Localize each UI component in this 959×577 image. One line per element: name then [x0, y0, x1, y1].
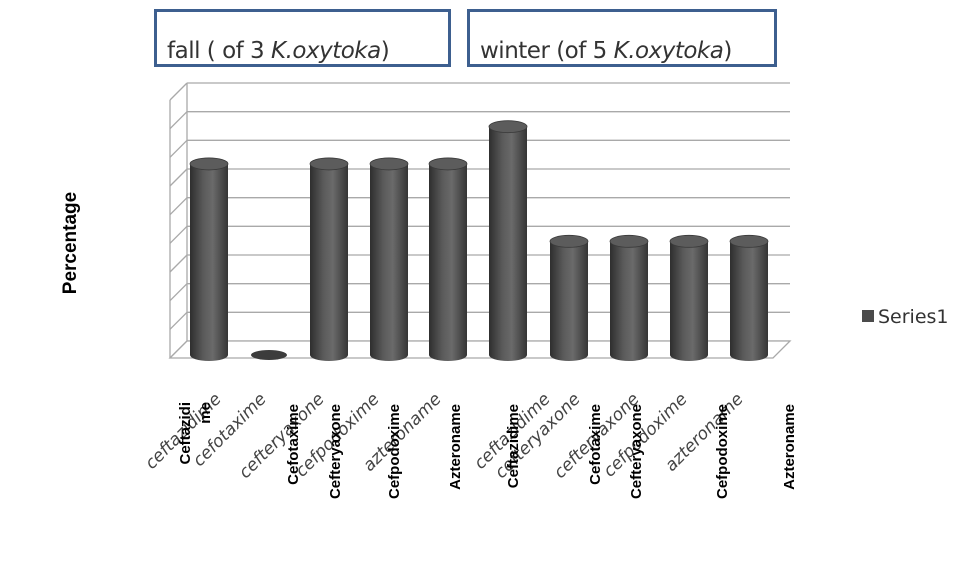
gridline-side — [169, 225, 188, 244]
bold-category-label: Cefpodoxime — [386, 404, 403, 499]
bar-body — [670, 241, 708, 361]
category-labels: ceftazidimecefotaximecefteryaxonecefpodo… — [141, 389, 798, 499]
bar-top — [549, 234, 589, 248]
bar-top — [729, 234, 769, 248]
winter-season-box: winter (of 5 K.oxytoka) — [467, 9, 777, 67]
gridline-side — [169, 283, 188, 302]
legend-label: Series1 — [878, 306, 949, 328]
bar-top — [251, 350, 287, 360]
gridline-side — [169, 254, 188, 273]
bar-series — [189, 120, 769, 362]
bold-category-label: Azteroname — [447, 404, 464, 490]
bar — [369, 157, 409, 361]
bar — [488, 120, 528, 362]
gridline-side — [169, 168, 188, 187]
bar-top — [369, 157, 409, 171]
bar-top — [189, 157, 229, 171]
legend: Series1 — [862, 306, 949, 328]
fall-season-label: fall ( of 3 K.oxytoka) — [167, 38, 390, 64]
bar — [189, 157, 229, 361]
legend-swatch — [862, 310, 874, 322]
gridline-side — [169, 197, 188, 216]
bold-category-label: Cefotaxime — [285, 404, 302, 485]
bar-body — [429, 163, 467, 361]
gridline-side — [169, 111, 188, 130]
bar — [428, 157, 468, 361]
gridline-side — [169, 82, 188, 101]
bar — [549, 234, 589, 361]
bold-category-label: Cefotaxime — [587, 404, 604, 485]
bar-body — [489, 126, 527, 362]
bar — [729, 234, 769, 361]
bar-body — [310, 163, 348, 361]
fall-season-box: fall ( of 3 K.oxytoka) — [154, 9, 451, 67]
bold-category-label: Ceftazidime — [505, 404, 522, 488]
bold-category-label: Azteroname — [781, 404, 798, 490]
bar — [669, 234, 709, 361]
gridline-side — [169, 311, 188, 330]
bar-body — [550, 241, 588, 361]
bar — [309, 157, 349, 361]
bar-top — [609, 234, 649, 248]
bar-body — [610, 241, 648, 361]
bold-category-label: me — [197, 402, 214, 424]
bold-category-label: Ceftazidi — [177, 402, 194, 465]
bold-category-label: Cefteryaxone — [628, 404, 645, 499]
bold-category-label: Cefteryaxone — [327, 404, 344, 499]
bar — [251, 350, 287, 360]
bar-body — [370, 163, 408, 361]
bar-body — [190, 163, 228, 361]
bar-top — [488, 120, 528, 134]
winter-season-label: winter (of 5 K.oxytoka) — [480, 38, 732, 64]
bold-category-label: Cefpodoxime — [714, 404, 731, 499]
bar-top — [428, 157, 468, 171]
bar-top — [309, 157, 349, 171]
bar-body — [730, 241, 768, 361]
bar-top — [669, 234, 709, 248]
gridline-side — [169, 139, 188, 158]
bar — [609, 234, 649, 361]
